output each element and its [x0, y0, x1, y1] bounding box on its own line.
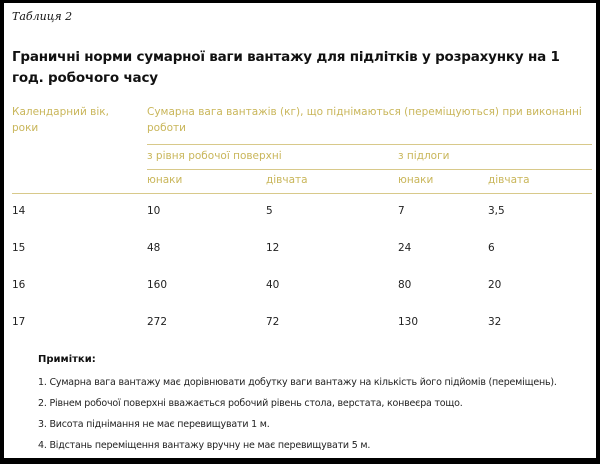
header-surface: з рівня робочої поверхні — [147, 150, 282, 162]
table-cell: 7 — [398, 205, 405, 217]
table-cell: 80 — [398, 279, 412, 291]
note-item: 2. Рівнем робочої поверхні вважається ро… — [38, 398, 463, 409]
header-age: Календарний вік, роки — [12, 106, 109, 134]
table-caption: Таблиця 2 — [12, 10, 73, 23]
table-cell: 5 — [266, 205, 273, 217]
table-title: Граничні норми сумарної ваги вантажу для… — [12, 49, 560, 86]
table-cell: 6 — [488, 242, 495, 254]
table-cell: 130 — [398, 316, 419, 328]
divider — [147, 169, 592, 170]
table-cell: 24 — [398, 242, 412, 254]
table-cell: 32 — [488, 316, 502, 328]
table-cell: 160 — [147, 279, 168, 291]
header-weight: Сумарна вага вантажів (кг), що піднімают… — [147, 106, 582, 134]
table-cell: 20 — [488, 279, 502, 291]
table-cell: 12 — [266, 242, 280, 254]
table-cell: 72 — [266, 316, 280, 328]
header-floor: з підлоги — [398, 150, 450, 162]
header-boys-surface: юнаки — [147, 174, 183, 186]
table-cell: 40 — [266, 279, 280, 291]
divider — [12, 193, 592, 194]
note-item: 1. Сумарна вага вантажу має дорівнювати … — [38, 377, 557, 388]
table-cell: 272 — [147, 316, 168, 328]
notes-heading: Примітки: — [38, 354, 96, 365]
document-page: Таблиця 2 Граничні норми сумарної ваги в… — [4, 3, 596, 458]
table-cell: 10 — [147, 205, 161, 217]
header-boys-floor: юнаки — [398, 174, 434, 186]
divider — [147, 144, 592, 145]
note-item: 4. Відстань переміщення вантажу вручну н… — [38, 440, 371, 451]
note-item: 3. Висота піднімання не має перевищувати… — [38, 419, 270, 430]
header-girls-floor: дівчата — [488, 174, 530, 186]
table-cell: 16 — [12, 279, 26, 291]
table-cell: 17 — [12, 316, 26, 328]
table-cell: 3,5 — [488, 205, 505, 217]
table-cell: 48 — [147, 242, 161, 254]
table-cell: 15 — [12, 242, 26, 254]
header-girls-surface: дівчата — [266, 174, 308, 186]
table-cell: 14 — [12, 205, 26, 217]
